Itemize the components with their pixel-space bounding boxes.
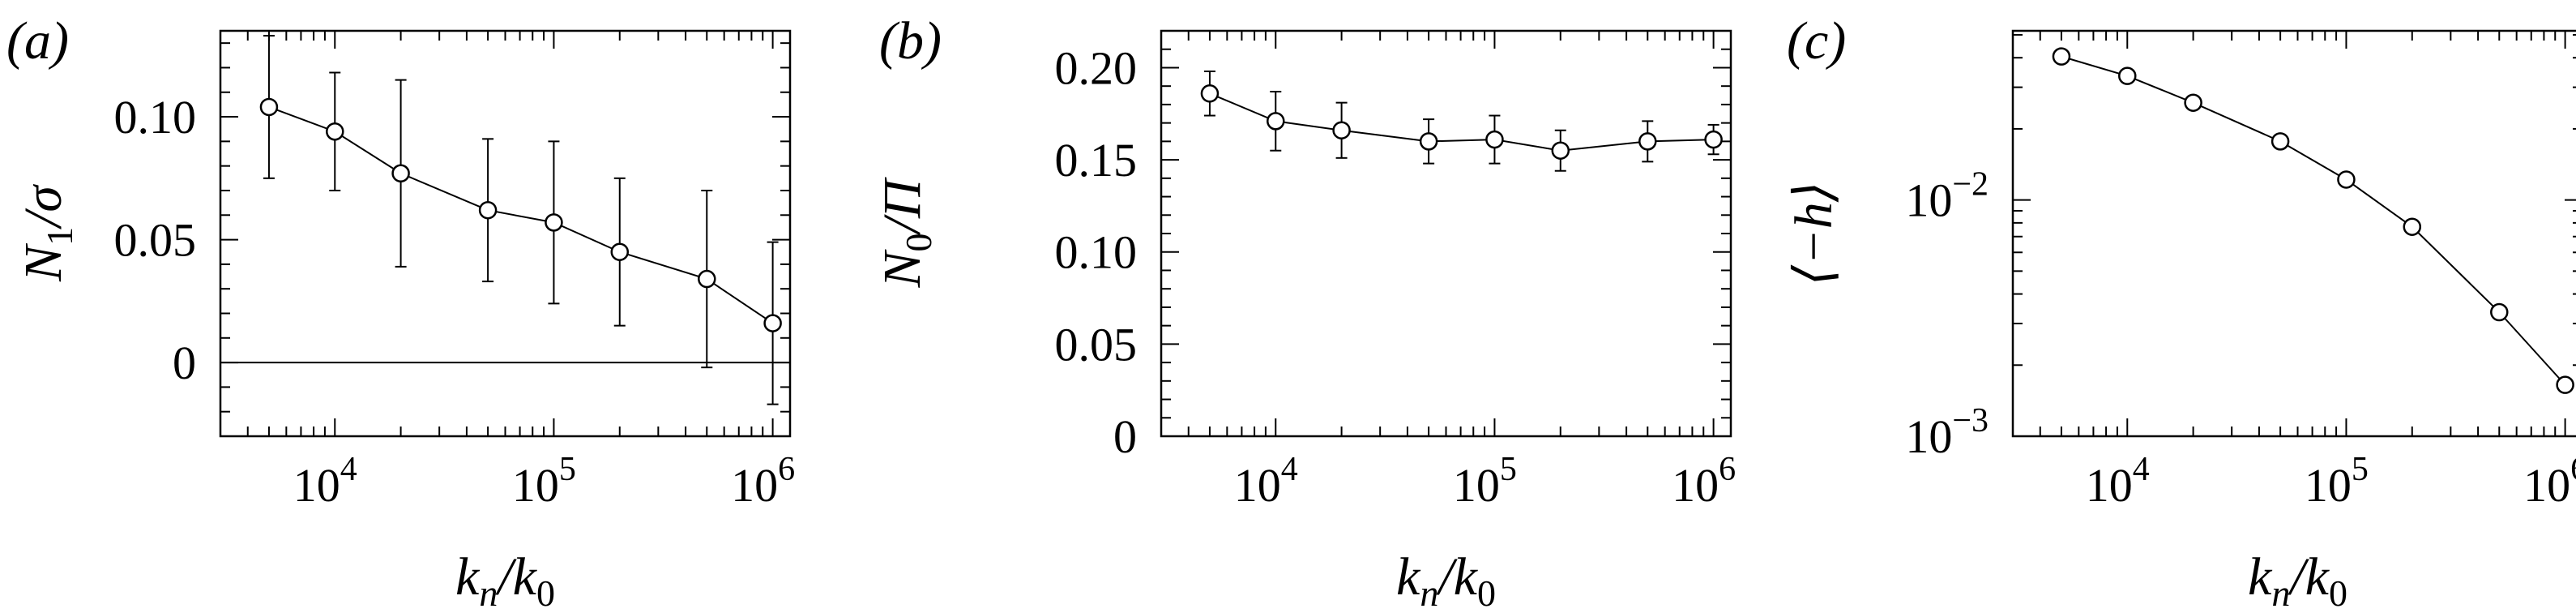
- data-point: [1419, 132, 1438, 151]
- data-point: [545, 213, 563, 232]
- y-tick-label: 0: [1113, 410, 1137, 463]
- y-tick-label: 0.10: [114, 91, 197, 144]
- panel-label: (b): [879, 11, 942, 71]
- y-tick-label: 10−3: [1905, 402, 1989, 463]
- y-tick-label: 10−2: [1905, 166, 1989, 227]
- data-point: [698, 269, 716, 289]
- data-point: [610, 242, 630, 261]
- data-point: [1200, 84, 1220, 103]
- panel-label: (a): [6, 11, 69, 71]
- y-tick-label: 0.05: [1055, 318, 1138, 371]
- data-point: [478, 200, 498, 220]
- x-tick-label: 106: [731, 451, 795, 512]
- data-point: [2052, 47, 2071, 66]
- data-point: [2490, 302, 2509, 322]
- data-point: [763, 314, 782, 332]
- data-series: [259, 35, 782, 405]
- data-point: [1485, 130, 1504, 149]
- data-point: [2556, 375, 2574, 394]
- series-line: [2061, 55, 2566, 386]
- x-axis-label: kn/k0: [455, 547, 555, 613]
- data-series: [1200, 71, 1723, 172]
- x-tick-label: 104: [293, 451, 357, 512]
- x-tick-label: 105: [512, 451, 576, 512]
- data-point: [2118, 66, 2137, 85]
- data-point: [2184, 93, 2202, 112]
- x-axis-label: kn/k0: [2248, 547, 2347, 613]
- data-point: [259, 97, 279, 117]
- y-axis-label: N0/Π: [873, 177, 939, 288]
- data-point: [1551, 141, 1570, 160]
- y-axis-label: ⟨−h⟩: [1784, 181, 1843, 285]
- data-point: [1267, 112, 1285, 131]
- panel-label: (c): [1787, 11, 1846, 71]
- series-line: [1209, 92, 1714, 152]
- data-point: [391, 164, 410, 183]
- x-axis-label: kn/k0: [1396, 547, 1496, 613]
- data-point: [1332, 121, 1351, 139]
- plot-frame: [2011, 29, 2576, 438]
- data-point: [326, 122, 344, 141]
- data-point: [1704, 130, 1723, 149]
- data-series: [2052, 47, 2574, 394]
- panel-c: 104 105 106 10−3 10−2 kn/k0 ⟨−h⟩ (c): [1784, 11, 2576, 613]
- y-tick-label: 0.05: [114, 214, 197, 267]
- y-tick-label: 0.20: [1055, 41, 1138, 94]
- y-tick-label: 0: [173, 337, 196, 389]
- data-point: [2403, 217, 2422, 236]
- x-tick-label: 104: [1234, 451, 1298, 512]
- y-tick-label: 0.10: [1055, 226, 1138, 279]
- data-point: [2337, 170, 2356, 189]
- data-point: [1638, 132, 1657, 151]
- y-tick-label: 0.15: [1055, 134, 1138, 186]
- data-point: [2271, 132, 2290, 151]
- x-tick-label: 106: [1672, 451, 1736, 512]
- panel-b: 104 105 106 0 0.05 0.10 0.15 0.20 kn/k0 N0/Π (b): [873, 11, 1736, 613]
- series-line: [268, 106, 774, 324]
- x-tick-label: 105: [1453, 451, 1517, 512]
- x-tick-label: 105: [2305, 451, 2369, 512]
- plot-frame: [219, 29, 792, 438]
- x-tick-label: 104: [2086, 451, 2150, 512]
- y-axis-label: N1/σ: [14, 184, 80, 282]
- panel-a: 104 105 106 0 0.05 0.10 kn/k0 N1/σ (a): [6, 11, 795, 613]
- plot-frame: [1160, 29, 1732, 438]
- x-tick-label: 106: [2523, 451, 2576, 512]
